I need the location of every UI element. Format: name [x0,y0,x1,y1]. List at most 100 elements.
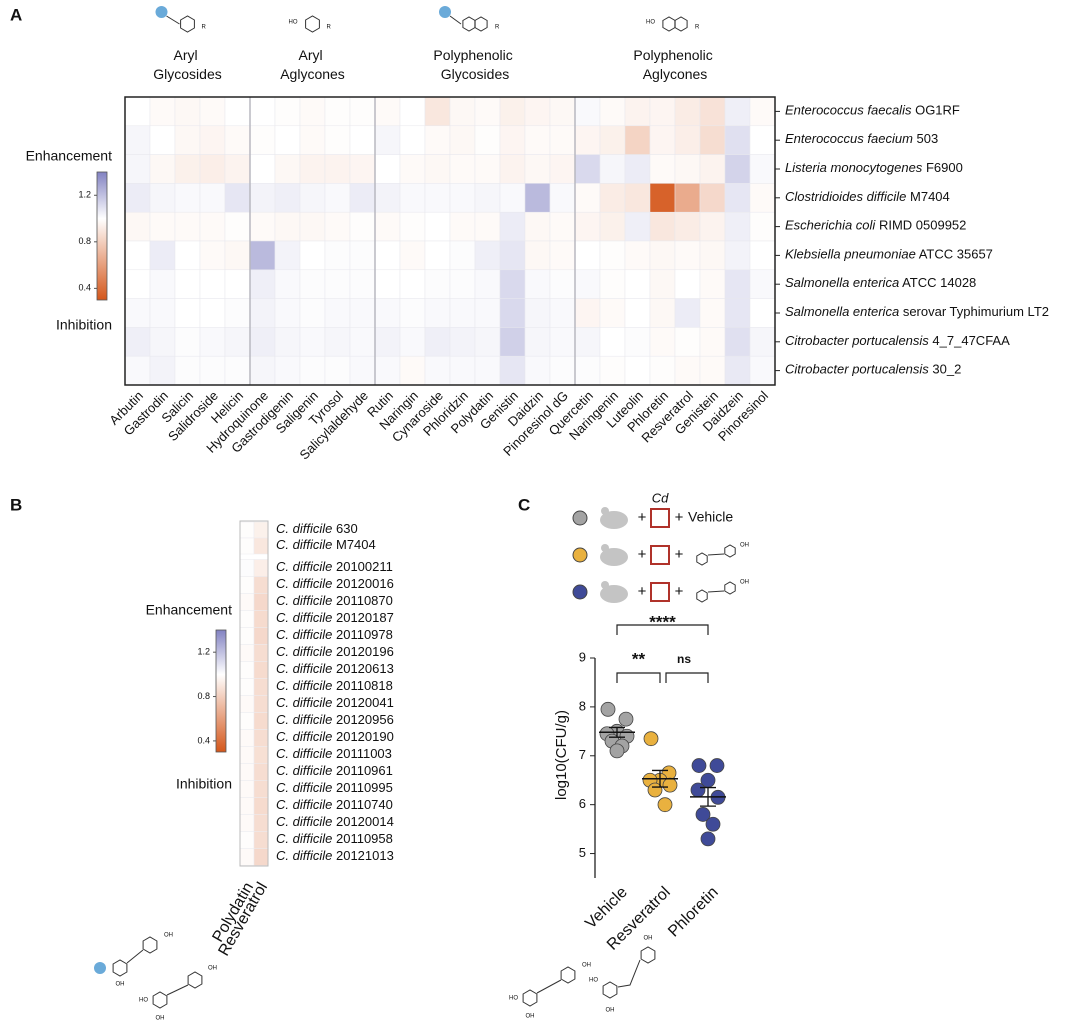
heatmap-cell [424,96,451,127]
structure-label: R [695,25,700,31]
heatmap-cell [399,355,426,386]
bond [617,959,641,988]
group-header: Polyphenolic Aglycones [633,47,716,82]
row-label: Listeria monocytogenes F6900 [785,160,963,175]
heatmap-cell [749,125,776,155]
heatmap-cell [624,355,651,386]
heatmap-cell [749,96,776,127]
row-strain: 20120041 [336,695,394,710]
heatmap-cell [174,269,201,299]
heatmap-cell [249,355,276,386]
heatmap-cell [374,96,401,127]
heatmap-cell [524,125,551,155]
heatmap-cell [624,211,651,242]
structure-label: OH [156,1016,165,1022]
heatmap-cell [239,593,255,611]
heatmap-cell [649,183,676,213]
heatmap-cell [299,183,326,213]
heatmap-cell [599,240,626,271]
row-label: C. difficile 20120014 [276,814,394,829]
heatmap-cell [239,848,255,866]
bond [166,984,189,996]
heatmap-cell [349,355,376,386]
heatmap-cell [274,211,301,242]
structure-ring [674,16,688,32]
heatmap-cell [724,96,751,127]
heatmap-cell [549,211,576,242]
heatmap-cell [574,269,601,299]
heatmap-cell [324,298,351,328]
heatmap-cell [299,269,326,299]
heatmap-cell [424,211,451,242]
heatmap-cell [174,125,201,155]
row-label: Citrobacter portucalensis 4_7_47CFAA [785,333,1010,348]
row-species: Listeria monocytogenes [785,160,923,175]
heatmap-cell [199,355,226,386]
data-point [709,758,725,773]
structure-label: HO [509,996,518,1002]
heatmap-cell [124,355,151,386]
heatmap-cell [239,746,255,764]
heatmap-cell [249,240,276,271]
heatmap-cell [199,327,226,357]
heatmap-cell [549,269,576,299]
heatmap-cell [674,298,701,328]
heatmap-cell [253,593,269,611]
heatmap-cell [624,298,651,328]
row-label: C. difficile 20120613 [276,661,394,676]
row-species: Salmonella enterica [785,276,899,291]
heatmap-cell [399,240,426,271]
heatmap-cell [574,154,601,184]
heatmap-cell [674,211,701,242]
heatmap-cell [274,298,301,328]
heatmap-cell [249,125,276,155]
heatmap-cell [474,183,501,213]
heatmap-cell [274,269,301,299]
heatmap-cell [349,269,376,299]
colorbar-tick-label: 0.8 [78,236,91,246]
heatmap-cell [299,125,326,155]
row-label: Escherichia coli RIMD 0509952 [785,218,966,233]
row-strain: M7404 [336,537,376,552]
row-strain: 4_7_47CFAA [932,333,1010,348]
structure-ring [602,981,618,999]
structure-ring [640,946,656,964]
structure-label: OH [164,933,173,939]
heatmap-cell [399,96,426,127]
heatmap-cell [224,269,251,299]
legend-box [650,508,670,528]
heatmap-cell [124,240,151,271]
colorbar-tick-label: 1.2 [197,647,210,657]
heatmap-cell [399,298,426,328]
heatmap-cell [524,355,551,386]
significance-bracket [665,672,709,683]
heatmap-cell [549,154,576,184]
heatmap-cell [149,183,176,213]
y-tick-label: 9 [579,649,586,664]
bond [707,553,725,556]
sem-bar [609,726,625,738]
heatmap-cell [574,96,601,127]
heatmap-cell [299,96,326,127]
heatmap-cell [749,327,776,357]
row-species: C. difficile [276,848,332,863]
row-label: C. difficile 20110740 [276,797,393,812]
heatmap-cell [524,183,551,213]
heatmap-cell [549,96,576,127]
heatmap-cell [524,96,551,127]
structure-label: HO [139,998,148,1004]
heatmap-cell [174,327,201,357]
row-species: Salmonella enterica [785,304,899,319]
heatmap-cell [124,125,151,155]
heatmap-cell [674,355,701,386]
row-label: C. difficile 20111003 [276,746,392,761]
heatmap-cell [474,125,501,155]
y-tick-label: 6 [579,796,586,811]
heatmap-cell [724,298,751,328]
heatmap-cell [124,298,151,328]
row-label: Enterococcus faecalis OG1RF [785,103,960,118]
structure-ring [474,16,488,32]
sem-bar [652,769,668,788]
data-point [657,797,673,813]
heatmap-cell [524,298,551,328]
